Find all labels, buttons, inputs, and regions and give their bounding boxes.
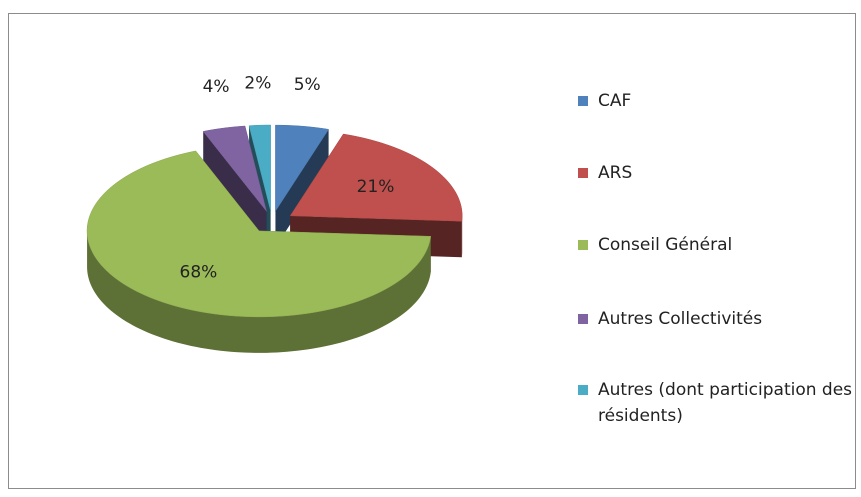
legend: CAF ARS Conseil Général Autres Collectivité… — [578, 88, 853, 429]
pie-slice — [86, 150, 432, 353]
data-label: 68% — [180, 263, 218, 283]
data-label: 5% — [294, 75, 321, 95]
legend-item: CAF — [578, 88, 853, 114]
slice-wall — [203, 131, 267, 248]
chart-frame — [8, 13, 856, 489]
legend-swatch — [578, 96, 588, 106]
slice-wall — [275, 129, 329, 248]
data-label: 4% — [203, 77, 230, 97]
slice-top — [202, 125, 267, 212]
legend-item: Autres (dont participation des résidents… — [578, 377, 853, 429]
legend-swatch — [578, 240, 588, 250]
legend-item: ARS — [578, 160, 853, 186]
legend-item: Autres Collectivités — [578, 306, 853, 332]
slice-side — [87, 230, 431, 353]
legend-label: Autres (dont participation des résidents… — [598, 380, 853, 426]
legend-swatch — [578, 385, 588, 395]
legend-swatch — [578, 314, 588, 324]
legend-swatch — [578, 168, 588, 178]
data-label: 21% — [357, 177, 395, 197]
legend-label: ARS — [598, 163, 633, 183]
slice-top — [248, 124, 271, 212]
legend-item: Conseil Général — [578, 232, 853, 258]
data-label: 2% — [244, 74, 271, 94]
pie-slice — [202, 125, 267, 248]
pie-slice — [275, 124, 330, 248]
legend-label: Autres Collectivités — [598, 309, 763, 329]
slice-top — [275, 124, 330, 212]
slice-top — [86, 150, 432, 318]
legend-label: Conseil Général — [598, 235, 733, 255]
slice-top — [289, 133, 463, 222]
legend-label: CAF — [598, 91, 632, 111]
